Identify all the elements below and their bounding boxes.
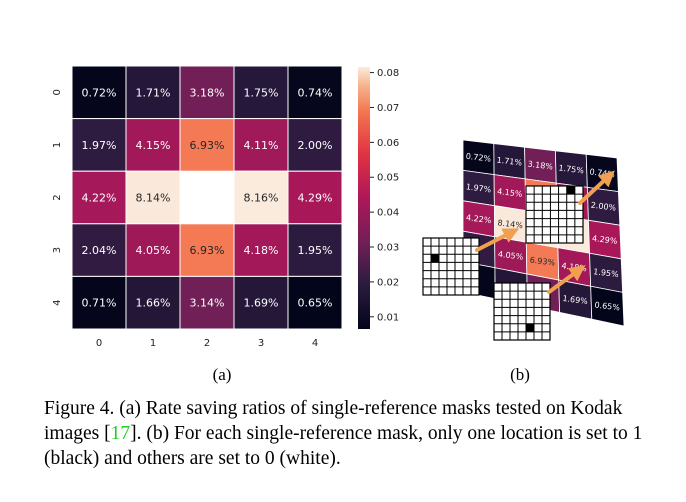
- tilted-cell-label: 4.15%: [497, 187, 524, 199]
- x-tick-label: 0: [96, 338, 102, 349]
- mask-black-cell: [526, 323, 534, 332]
- y-tick-label: 0: [52, 89, 63, 95]
- panel-b-illustration: 0.72% 1.71% 3.18% 1.75% 0.74%1.97% 4.15%2.00%…: [422, 139, 625, 341]
- cell-label: 1.95%: [298, 244, 333, 257]
- heatmap-cell: [287, 275, 343, 330]
- heatmap-cell: [179, 275, 235, 330]
- heatmap-cell: [179, 65, 235, 120]
- tilted-cell-label: 1.71%: [496, 156, 523, 168]
- cell-label: 8.14%: [136, 192, 171, 205]
- cell-label: 0.71%: [82, 297, 117, 310]
- heatmap-cell: [179, 118, 235, 172]
- cell-label: 1.66%: [136, 297, 171, 310]
- tilted-cell-label: 2.00%: [590, 201, 617, 213]
- x-tick-label: 4: [312, 338, 318, 349]
- mask-arrow: [475, 228, 520, 252]
- y-tick-label: 3: [52, 247, 63, 253]
- heatmap-cell: [71, 118, 127, 172]
- heatmap-a: 0.72% 1.71% 3.18% 1.75% 0.74% 1.97% 4.15% 6.93%…: [52, 65, 343, 349]
- colorbar-tick-label: 0.06: [377, 138, 399, 149]
- panel-a-label: (a): [213, 365, 232, 384]
- cell-label: 4.22%: [82, 192, 117, 205]
- cell-label: 4.29%: [298, 192, 333, 205]
- cell-label: 1.97%: [82, 139, 117, 152]
- colorbar-tick-label: 0.08: [377, 68, 399, 79]
- caption-reference-link[interactable]: 17: [110, 423, 131, 444]
- cell-label: 1.69%: [244, 297, 279, 310]
- tilted-cell-label: 1.97%: [465, 182, 492, 194]
- caption-text-2: ]. (b) For each single-reference mask, o…: [44, 423, 643, 469]
- colorbar-tick-label: 0.07: [377, 103, 399, 114]
- heatmap-cell: [287, 223, 343, 277]
- caption-text-1: Figure 4. (a) Rate saving ratios of sing…: [44, 398, 623, 444]
- x-tick-label: 1: [150, 338, 156, 349]
- tilted-cell-label: 0.65%: [594, 300, 621, 312]
- heatmap-cell: [233, 223, 289, 277]
- heatmap-cell: [125, 223, 181, 277]
- colorbar-tick-label: 0.01: [377, 312, 399, 323]
- mask-arrow: [547, 265, 586, 294]
- heatmap-cell: [179, 223, 235, 277]
- colorbar: 0.01 0.02 0.03 0.04 0.05 0.06 0.07 0.08: [358, 67, 399, 329]
- figure: 0.72% 1.71% 3.18% 1.75% 0.74% 1.97% 4.15% 6.93%…: [52, 65, 625, 384]
- tilted-cell: [590, 285, 625, 327]
- cell-label: 3.18%: [190, 86, 225, 99]
- panel-b-label: (b): [510, 365, 530, 384]
- cell-label: 2.04%: [82, 244, 117, 257]
- cell-label: 2.00%: [298, 139, 333, 152]
- heatmap-cell: [71, 65, 127, 120]
- mask-left: [422, 237, 480, 296]
- cell-label: 0.74%: [298, 86, 333, 99]
- colorbar-tick-label: 0.05: [377, 173, 399, 184]
- cell-label: 4.11%: [244, 139, 279, 152]
- y-tick-label: 4: [52, 300, 63, 306]
- mask-arrow: [578, 170, 615, 205]
- cell-label: 8.16%: [244, 192, 279, 205]
- tilted-cell-label: 4.05%: [497, 250, 524, 262]
- figure-caption: Figure 4. (a) Rate saving ratios of sing…: [44, 396, 664, 471]
- cell-label: 3.14%: [190, 297, 225, 310]
- tilted-cell-label: 4.22%: [466, 213, 493, 225]
- mask-top: [525, 185, 584, 244]
- heatmap-cell: [125, 170, 181, 225]
- tilted-cell-label: 0.72%: [465, 152, 492, 164]
- heatmap-cell: [287, 170, 343, 225]
- heatmap-cell: [71, 275, 127, 330]
- heatmap-cell: [125, 275, 181, 330]
- y-tick-label: 2: [52, 194, 63, 200]
- x-tick-label: 3: [258, 338, 264, 349]
- cell-label: 1.75%: [244, 86, 279, 99]
- tilted-cell-label: 6.93%: [529, 255, 556, 267]
- mask-black-cell: [431, 254, 439, 263]
- cell-label: 4.15%: [136, 139, 171, 152]
- tilted-cell-label: 3.18%: [527, 159, 554, 171]
- cell-label: 4.05%: [136, 244, 171, 257]
- mask-black-cell: [566, 186, 575, 195]
- y-tick-label: 1: [52, 142, 63, 148]
- colorbar-gradient: [358, 67, 370, 329]
- colorbar-tick-label: 0.02: [377, 277, 399, 288]
- cell-label: 0.72%: [82, 86, 117, 99]
- x-tick-label: 2: [204, 338, 210, 349]
- tilted-cell-label: 1.69%: [562, 294, 589, 306]
- colorbar-tick-label: 0.03: [377, 243, 399, 254]
- cell-label: 4.18%: [244, 244, 279, 257]
- cell-label: 6.93%: [190, 139, 225, 152]
- heatmap-cell: [125, 65, 181, 120]
- heatmap-cell: [287, 118, 343, 172]
- cell-label: 0.65%: [298, 297, 333, 310]
- tilted-cell-label: 4.29%: [592, 234, 619, 246]
- cell-label: 6.93%: [190, 244, 225, 257]
- mask-bottom: [493, 282, 551, 341]
- colorbar-tick-label: 0.04: [377, 208, 399, 219]
- heatmap-cell: [233, 275, 289, 330]
- tilted-cell-label: 1.75%: [558, 163, 585, 175]
- tilted-cell-label: 8.14%: [497, 218, 524, 230]
- tilted-cell-label: 1.95%: [593, 267, 620, 279]
- cell-label: 1.71%: [136, 86, 171, 99]
